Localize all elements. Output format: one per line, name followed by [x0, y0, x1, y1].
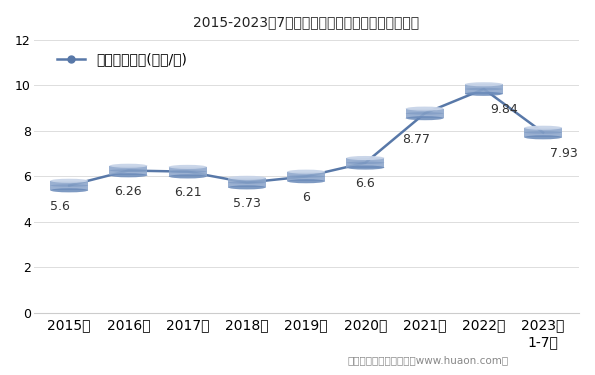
Ellipse shape	[109, 169, 148, 172]
Ellipse shape	[465, 82, 503, 86]
Ellipse shape	[169, 174, 206, 178]
Ellipse shape	[169, 165, 206, 169]
Ellipse shape	[524, 126, 562, 130]
Text: 5.6: 5.6	[51, 200, 70, 213]
Ellipse shape	[50, 188, 88, 192]
Ellipse shape	[524, 131, 562, 134]
Polygon shape	[169, 167, 206, 177]
Text: 5.73: 5.73	[233, 197, 261, 210]
Ellipse shape	[228, 182, 266, 184]
Text: 8.77: 8.77	[402, 133, 430, 146]
Ellipse shape	[287, 175, 325, 178]
Ellipse shape	[406, 106, 444, 111]
Ellipse shape	[109, 164, 148, 168]
Ellipse shape	[109, 173, 148, 177]
Polygon shape	[465, 84, 503, 94]
Ellipse shape	[169, 171, 206, 173]
Polygon shape	[406, 109, 444, 118]
Ellipse shape	[50, 184, 88, 187]
Polygon shape	[228, 178, 266, 188]
Ellipse shape	[346, 156, 384, 160]
Text: 6.21: 6.21	[174, 186, 202, 199]
Ellipse shape	[287, 170, 325, 174]
Text: 7.93: 7.93	[550, 147, 578, 160]
Ellipse shape	[228, 185, 266, 189]
Text: 6: 6	[302, 190, 310, 204]
Ellipse shape	[465, 88, 503, 90]
Ellipse shape	[465, 92, 503, 96]
Ellipse shape	[406, 112, 444, 115]
Ellipse shape	[346, 162, 384, 164]
Polygon shape	[50, 181, 88, 190]
Title: 2015-2023年7月大连商品交易所豆油期货成交均价: 2015-2023年7月大连商品交易所豆油期货成交均价	[193, 15, 419, 29]
Text: 制图：华经产业研究院（www.huaon.com）: 制图：华经产业研究院（www.huaon.com）	[348, 356, 509, 366]
Ellipse shape	[287, 179, 325, 183]
Text: 6.26: 6.26	[115, 184, 142, 198]
Ellipse shape	[346, 165, 384, 170]
Ellipse shape	[50, 179, 88, 183]
Ellipse shape	[524, 135, 562, 140]
Polygon shape	[287, 172, 325, 181]
Text: 6.6: 6.6	[356, 177, 375, 190]
Text: 9.84: 9.84	[491, 103, 518, 116]
Polygon shape	[524, 128, 562, 137]
Ellipse shape	[228, 176, 266, 180]
Polygon shape	[109, 166, 148, 175]
Legend: 期货成交均价(万元/手): 期货成交均价(万元/手)	[52, 47, 192, 72]
Ellipse shape	[406, 116, 444, 120]
Polygon shape	[346, 158, 384, 168]
